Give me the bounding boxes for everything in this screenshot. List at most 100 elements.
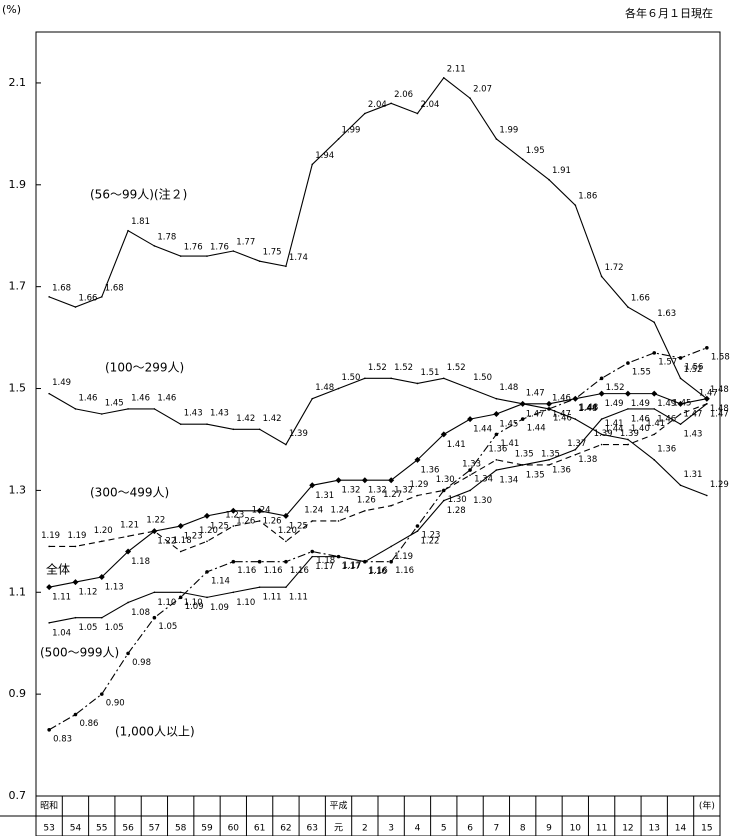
chart-title: 各年６月１日現在 bbox=[625, 6, 713, 20]
value-label: 1.23 bbox=[184, 532, 203, 542]
y-tick-label: 0.9 bbox=[9, 687, 27, 700]
marker bbox=[311, 163, 314, 166]
value-label: 1.30 bbox=[436, 475, 455, 485]
marker bbox=[389, 559, 393, 564]
marker bbox=[548, 178, 550, 181]
x-tick-label: 13 bbox=[649, 824, 660, 834]
marker bbox=[232, 428, 235, 431]
value-label: 1.46 bbox=[631, 414, 650, 424]
value-label: 1.57 bbox=[658, 357, 677, 367]
marker bbox=[364, 112, 366, 115]
marker bbox=[100, 540, 103, 543]
marker bbox=[703, 395, 710, 402]
value-label: 1.26 bbox=[357, 495, 376, 505]
value-label: 1.19 bbox=[67, 531, 86, 541]
marker bbox=[599, 376, 604, 381]
marker bbox=[495, 397, 498, 400]
marker bbox=[152, 615, 157, 620]
marker bbox=[627, 306, 629, 308]
value-label: 1.48 bbox=[499, 383, 518, 393]
value-label: 1.41 bbox=[605, 419, 624, 429]
series-name: (100～299人) bbox=[105, 361, 184, 375]
marker bbox=[547, 407, 551, 411]
value-label: 1.26 bbox=[236, 516, 255, 526]
y-tick-label: 1.5 bbox=[9, 382, 27, 395]
marker bbox=[179, 255, 182, 257]
marker bbox=[48, 296, 50, 298]
value-label: 1.50 bbox=[473, 373, 492, 383]
marker bbox=[653, 459, 656, 461]
series-line bbox=[48, 77, 708, 400]
marker bbox=[337, 520, 340, 522]
marker bbox=[573, 396, 578, 401]
marker bbox=[285, 265, 287, 268]
marker bbox=[285, 540, 287, 543]
value-label: 1.24 bbox=[304, 505, 323, 515]
value-label: 1.52 bbox=[447, 363, 466, 373]
marker bbox=[336, 554, 341, 559]
marker bbox=[574, 453, 577, 456]
marker bbox=[546, 400, 552, 407]
marker bbox=[624, 390, 631, 397]
value-label: 1.42 bbox=[236, 414, 255, 424]
y-tick-label: 1.7 bbox=[9, 280, 27, 293]
value-label: 1.18 bbox=[316, 556, 335, 566]
value-label: 1.91 bbox=[552, 166, 571, 176]
value-label: 1.99 bbox=[342, 125, 361, 135]
marker bbox=[74, 306, 77, 308]
value-label: 1.34 bbox=[499, 476, 518, 486]
plot-frame bbox=[35, 31, 721, 836]
y-tick-label: 1.1 bbox=[9, 585, 27, 598]
value-label: 1.23 bbox=[421, 531, 440, 541]
value-label: 1.49 bbox=[657, 399, 676, 409]
marker bbox=[467, 416, 474, 423]
value-label: 2.06 bbox=[394, 90, 413, 100]
value-label: 1.11 bbox=[263, 593, 282, 603]
marker bbox=[653, 408, 656, 410]
marker bbox=[74, 545, 77, 548]
series-line bbox=[48, 347, 708, 731]
value-label: 1.44 bbox=[527, 424, 546, 434]
x-tick-label: 63 bbox=[307, 824, 318, 834]
value-label: 1.38 bbox=[578, 455, 597, 465]
value-label: 1.58 bbox=[711, 352, 730, 362]
value-label: 1.40 bbox=[631, 424, 650, 434]
marker bbox=[653, 321, 656, 324]
value-label: 1.43 bbox=[184, 409, 203, 419]
marker bbox=[258, 428, 261, 431]
value-label: 2.04 bbox=[420, 100, 439, 110]
value-label: 1.32 bbox=[342, 486, 361, 496]
marker bbox=[46, 584, 53, 591]
value-label: 1.28 bbox=[447, 506, 466, 516]
marker bbox=[653, 433, 656, 436]
marker bbox=[416, 494, 419, 497]
marker bbox=[125, 548, 132, 555]
marker bbox=[364, 509, 366, 512]
marker bbox=[627, 443, 629, 446]
marker bbox=[204, 512, 210, 519]
marker bbox=[416, 382, 419, 385]
value-label: 1.11 bbox=[52, 593, 71, 603]
value-label: 0.86 bbox=[79, 719, 98, 729]
value-label: 1.52 bbox=[606, 383, 625, 393]
marker bbox=[521, 158, 524, 161]
marker bbox=[206, 423, 208, 425]
series-line bbox=[49, 393, 707, 588]
value-label: 1.39 bbox=[594, 429, 613, 439]
marker bbox=[706, 403, 708, 405]
value-label: 1.47 bbox=[552, 409, 571, 419]
value-label: 1.49 bbox=[631, 399, 650, 409]
marker bbox=[677, 400, 684, 407]
value-label: 1.41 bbox=[447, 440, 466, 450]
value-label: 1.18 bbox=[173, 536, 192, 546]
value-label: 1.05 bbox=[158, 622, 177, 632]
value-label: 1.43 bbox=[210, 409, 229, 419]
marker bbox=[335, 477, 342, 484]
marker bbox=[600, 433, 603, 436]
value-label: 1.26 bbox=[263, 516, 282, 526]
marker bbox=[390, 504, 392, 507]
marker bbox=[72, 579, 79, 586]
marker bbox=[100, 616, 103, 619]
value-label: 1.68 bbox=[105, 283, 124, 293]
x-tick-label: 8 bbox=[520, 824, 526, 834]
